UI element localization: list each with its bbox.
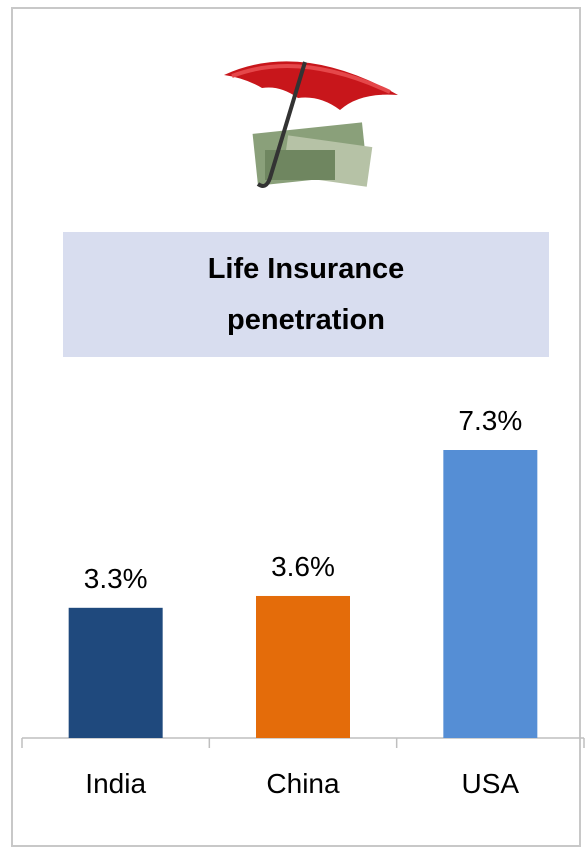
umbrella-handle	[256, 61, 307, 188]
value-label: 7.3%	[458, 405, 522, 436]
x-tick-label: USA	[462, 768, 520, 799]
bar	[443, 450, 538, 738]
value-label: 3.3%	[84, 563, 148, 594]
value-label: 3.6%	[271, 551, 335, 582]
frame	[11, 7, 581, 847]
x-tick-label: India	[85, 768, 146, 799]
chart-title: Life Insurance penetration	[207, 252, 405, 336]
title-box: Life Insurance penetration	[63, 232, 549, 357]
x-tick-label: China	[266, 768, 340, 799]
bar	[68, 607, 163, 738]
umbrella-canopy	[224, 61, 398, 110]
bar	[256, 595, 350, 738]
umbrella-picture	[224, 61, 398, 188]
